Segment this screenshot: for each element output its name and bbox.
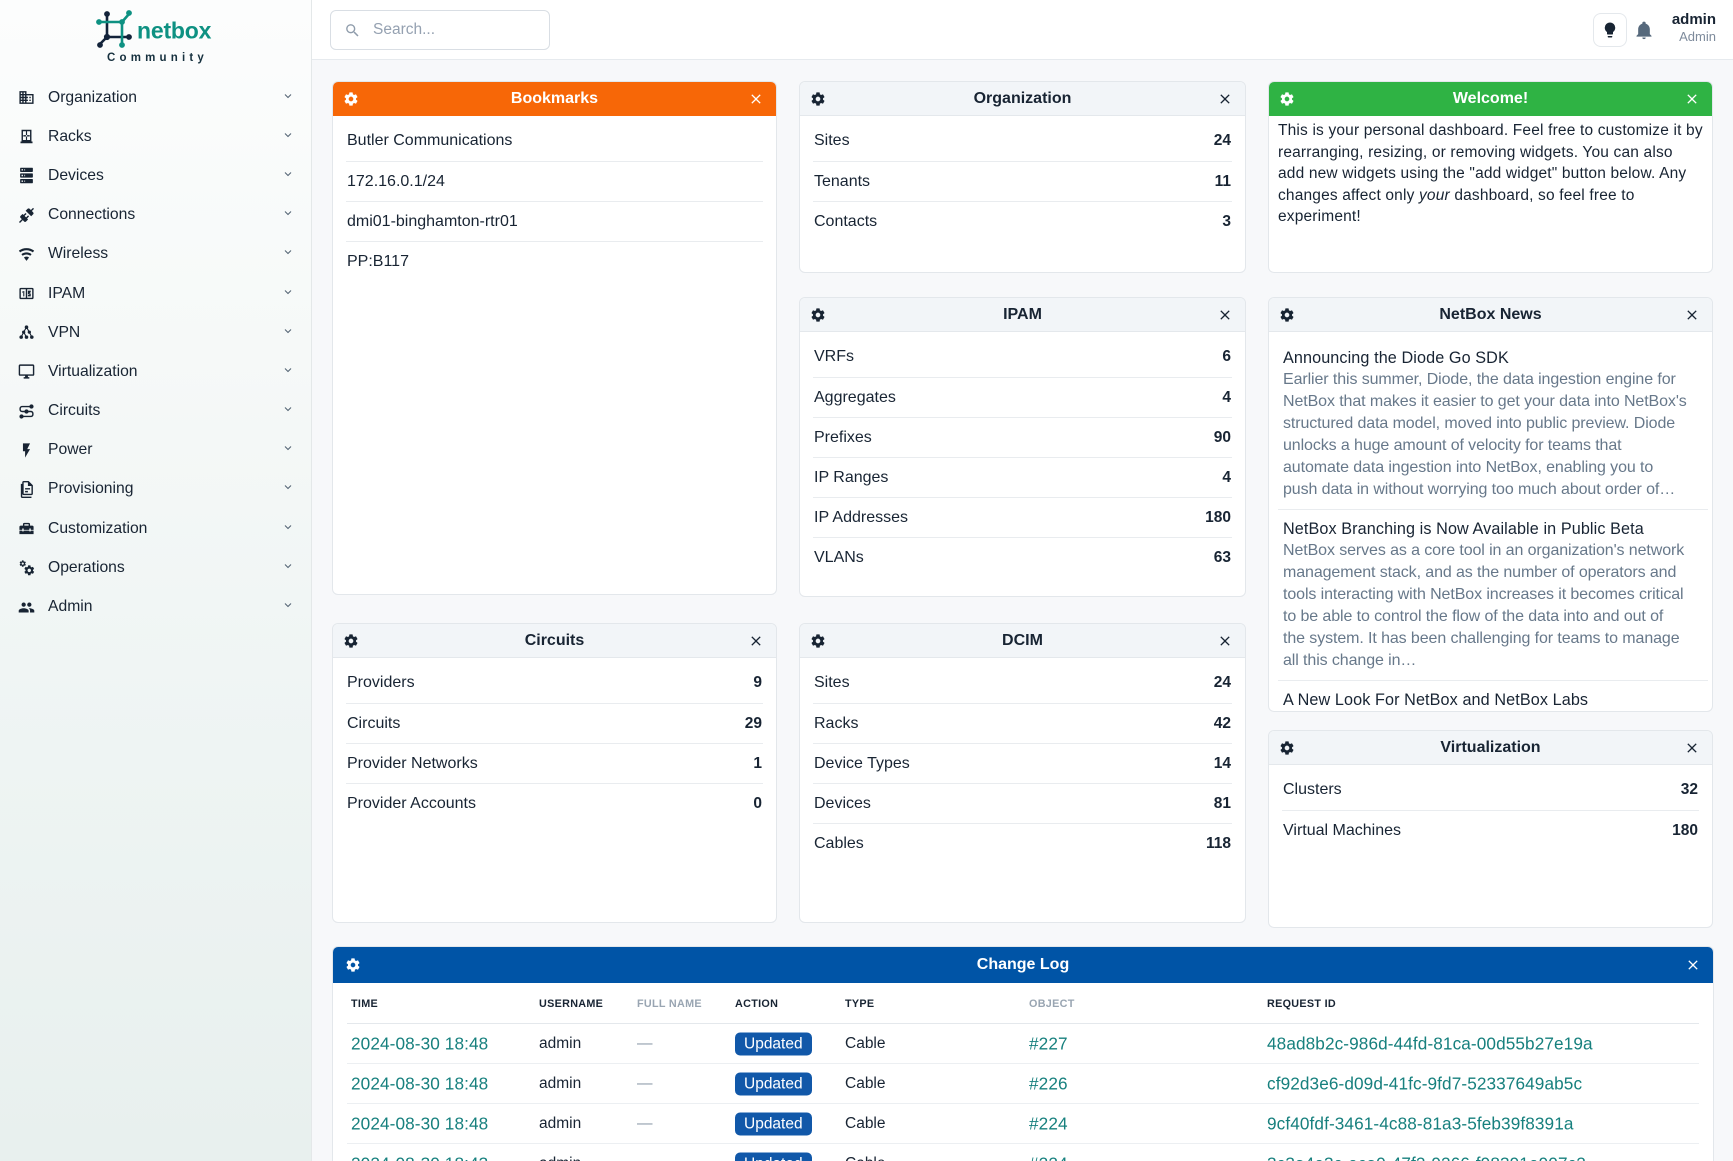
svg-text:netbox: netbox [137,18,212,44]
